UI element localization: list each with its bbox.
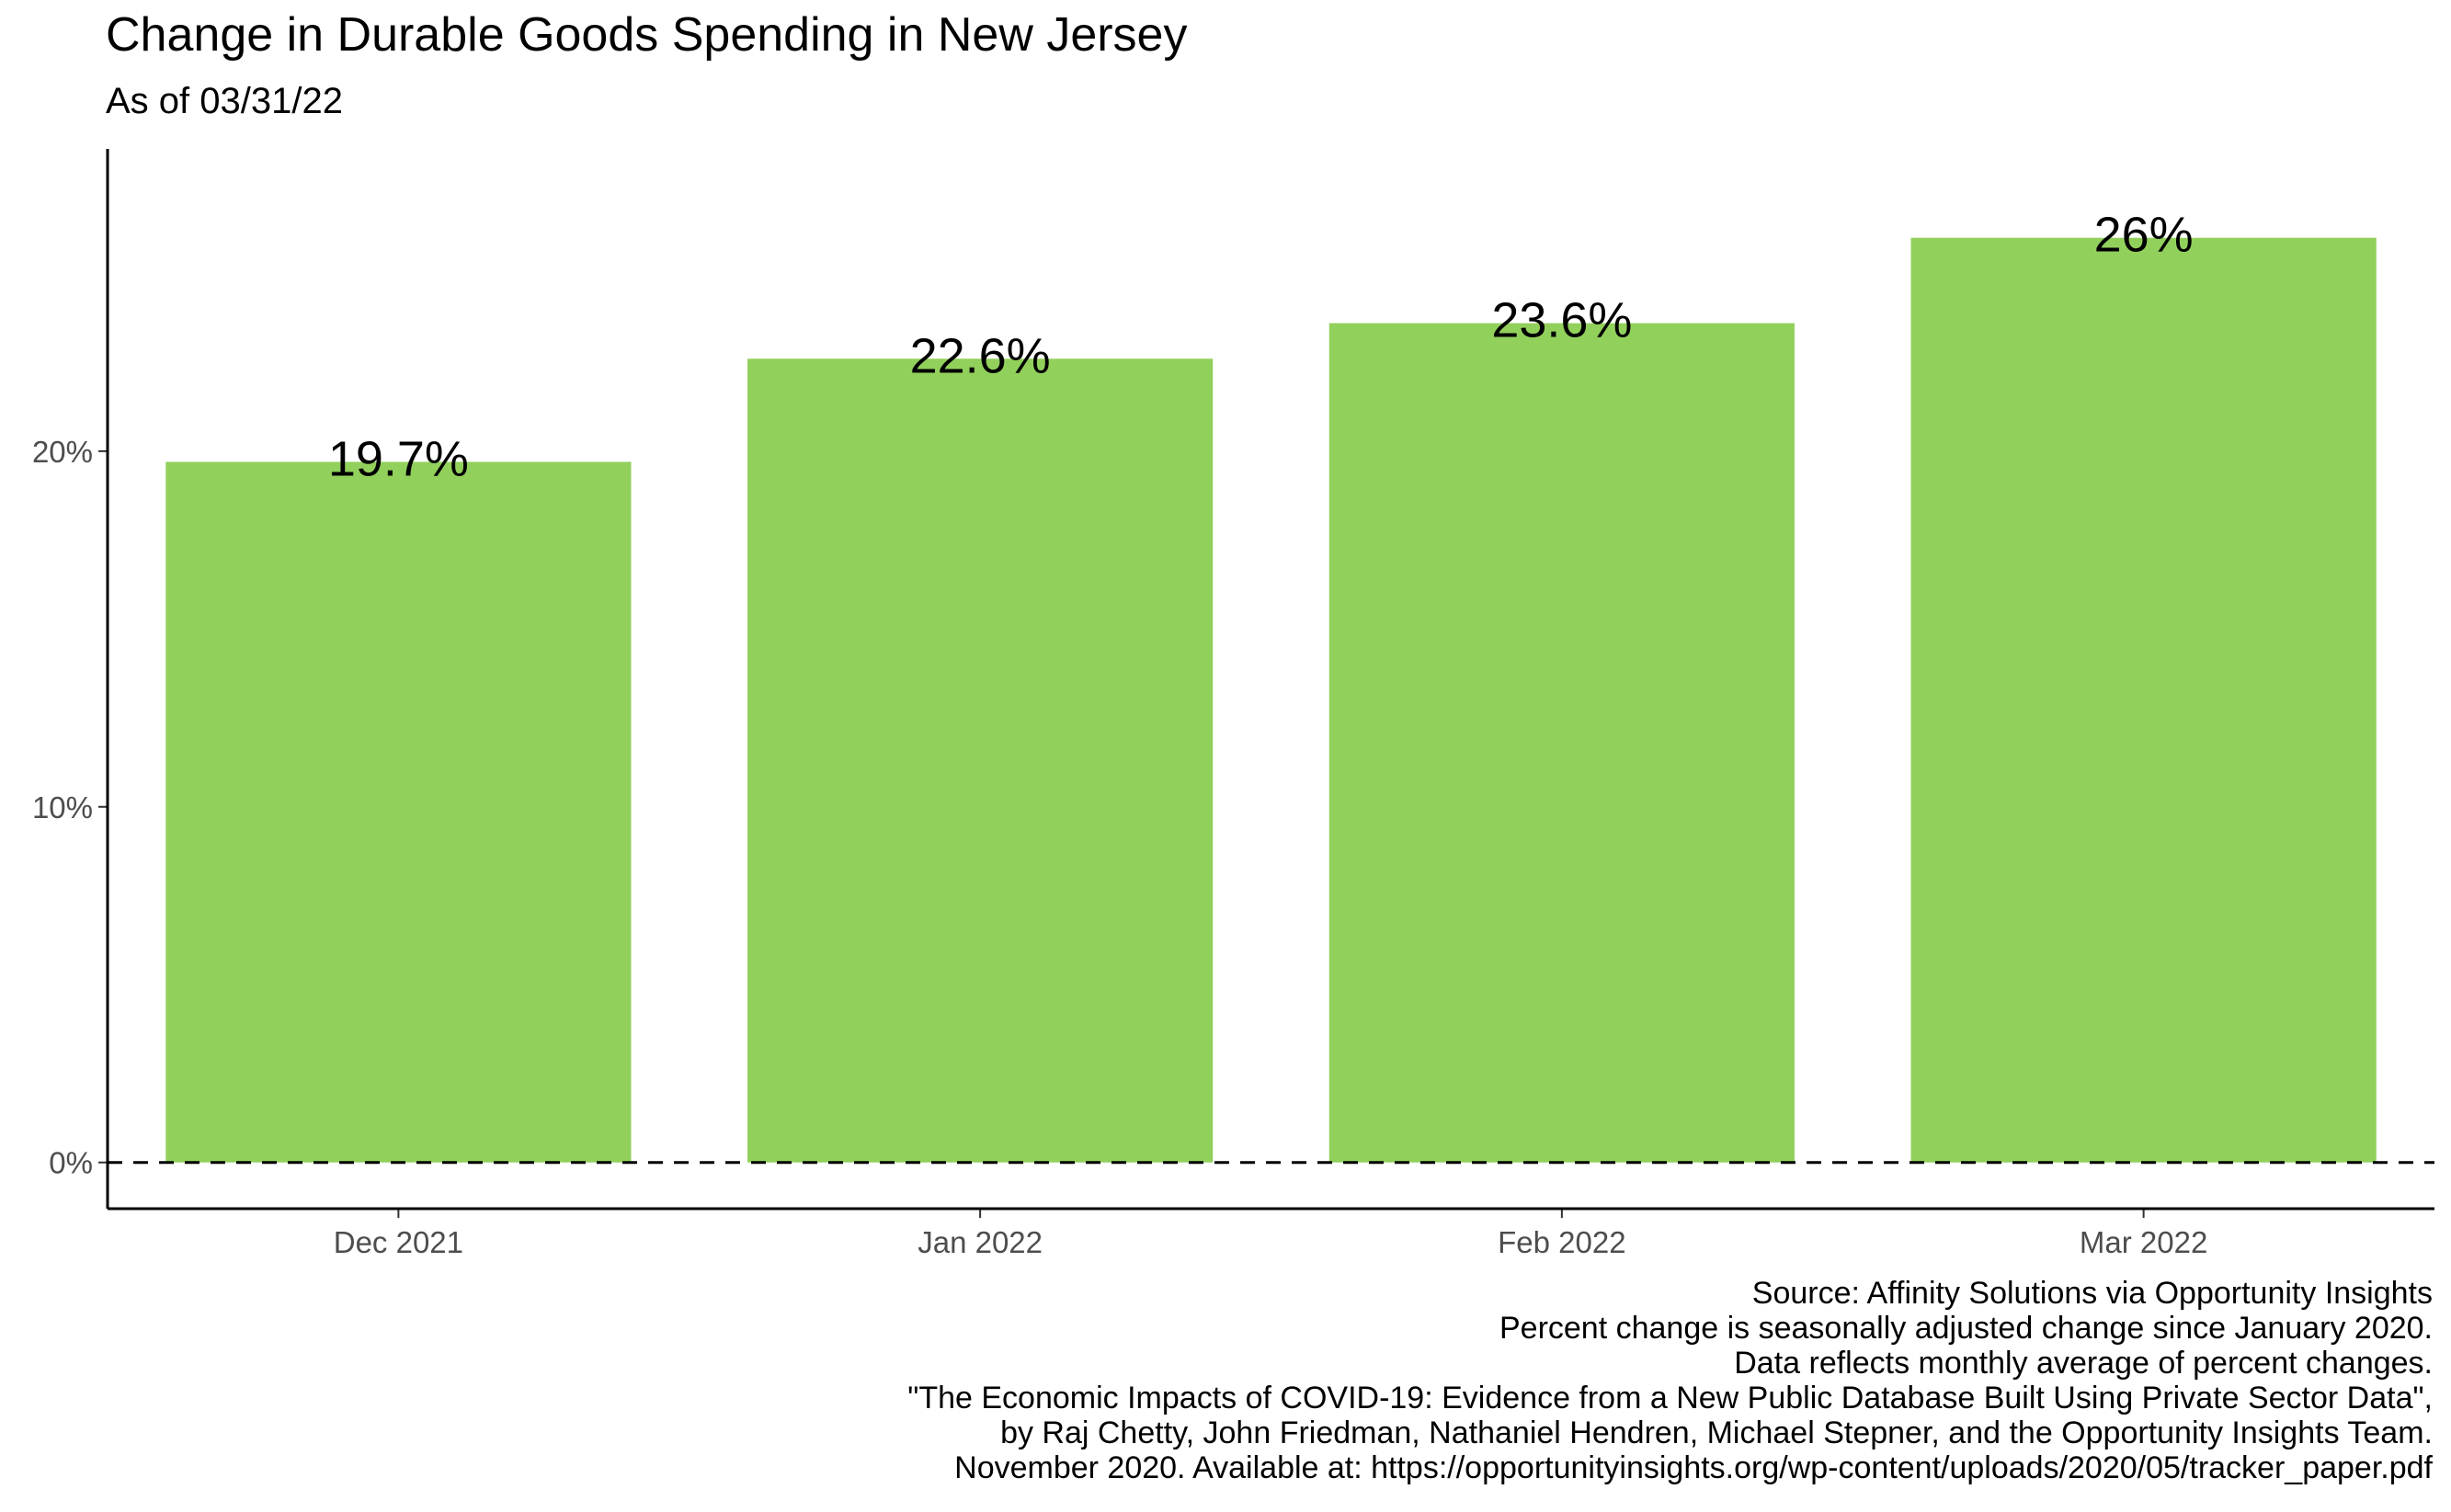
x-tick-label: Dec 2021 [334, 1225, 463, 1259]
caption-line: November 2020. Available at: https://opp… [954, 1450, 2433, 1485]
bars [165, 237, 2377, 1163]
y-tick-label: 20% [32, 435, 93, 469]
data-label: 19.7% [328, 431, 469, 486]
chart-subtitle: As of 03/31/22 [106, 81, 343, 121]
data-label: 23.6% [1491, 293, 1632, 348]
axes: Dec 2021 Jan 2022 Feb 2022 Mar 2022 0% 10% 20% [32, 149, 2434, 1259]
y-tick-label: 0% [49, 1146, 93, 1180]
x-tick-label: Jan 2022 [918, 1225, 1043, 1259]
caption-line: Source: Affinity Solutions via Opportuni… [1751, 1276, 2433, 1311]
y-tick-label: 10% [32, 790, 93, 824]
chart-title: Change in Durable Goods Spending in New … [106, 8, 1188, 62]
data-label: 26% [2094, 208, 2194, 263]
x-tick-label: Mar 2022 [2080, 1225, 2207, 1259]
caption-line: "The Economic Impacts of COVID-19: Evide… [907, 1381, 2433, 1415]
data-labels: 19.7% 22.6% 23.6% 26% [328, 208, 2194, 487]
bar [1910, 237, 2377, 1163]
bar [165, 461, 632, 1163]
caption-line: Percent change is seasonally adjusted ch… [1499, 1311, 2433, 1346]
data-label: 22.6% [910, 328, 1051, 383]
caption-line: Data reflects monthly average of percent… [1734, 1346, 2433, 1381]
bar [1328, 323, 1795, 1163]
x-tick-label: Feb 2022 [1498, 1225, 1625, 1259]
bar [747, 358, 1214, 1163]
caption-line: by Raj Chetty, John Friedman, Nathaniel … [1000, 1415, 2433, 1450]
source-caption: Source: Affinity Solutions via Opportuni… [907, 1276, 2433, 1485]
